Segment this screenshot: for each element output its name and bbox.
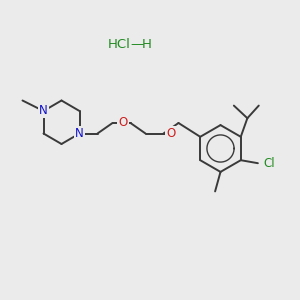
- Text: O: O: [118, 116, 127, 130]
- Text: N: N: [75, 127, 84, 140]
- Text: H: H: [142, 38, 152, 52]
- Text: —: —: [130, 38, 143, 52]
- Text: N: N: [39, 104, 48, 118]
- Text: Cl: Cl: [263, 157, 275, 170]
- Text: O: O: [167, 127, 176, 140]
- Text: HCl: HCl: [108, 38, 130, 52]
